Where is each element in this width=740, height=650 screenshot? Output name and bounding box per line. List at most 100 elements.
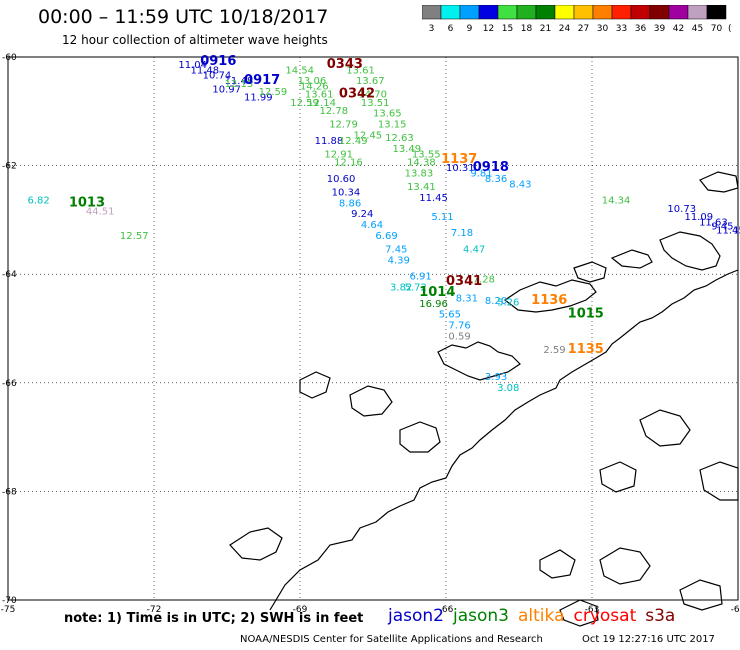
pass-time-label: 1136 bbox=[531, 293, 567, 308]
legend-label-3: 3 bbox=[429, 24, 435, 34]
swh-point-label: 9.45 bbox=[711, 222, 733, 233]
swh-point-label: 14.26 bbox=[300, 82, 329, 93]
swh-point-label: 12.63 bbox=[385, 133, 414, 144]
legend-label-70: 70 bbox=[711, 24, 723, 34]
swh-point-label: 13.61 bbox=[346, 65, 375, 76]
y-tick-label: -66 bbox=[2, 379, 17, 389]
swh-point-label: 12.91 bbox=[324, 149, 353, 160]
swh-point-label: 6.82 bbox=[27, 196, 49, 207]
legend-label-27: 27 bbox=[578, 24, 589, 34]
swh-point-label: 12.45 bbox=[354, 130, 383, 141]
swh-point-label: 8.43 bbox=[509, 179, 531, 190]
swh-point-label: 10.60 bbox=[327, 174, 356, 185]
legend-label-33: 33 bbox=[616, 24, 627, 34]
swh-point-label: 11.45 bbox=[716, 225, 740, 236]
swh-point-label: 13.06 bbox=[298, 76, 327, 87]
coastline bbox=[229, 171, 739, 627]
swh-point-label: 13.41 bbox=[407, 182, 436, 193]
swh-point-label: 5.65 bbox=[439, 310, 461, 321]
swh-point-label: 4.39 bbox=[388, 255, 410, 266]
swh-point-label: 13.49 bbox=[392, 144, 421, 155]
pass-time-label: 0917 bbox=[244, 73, 280, 88]
x-tick-label: -63 bbox=[585, 605, 600, 615]
x-tick-label: -60 bbox=[731, 605, 740, 615]
swh-point-label: 11.48 bbox=[225, 76, 254, 87]
swh-point-label: 12.59 bbox=[290, 98, 319, 109]
swh-point-label: 8.86 bbox=[339, 198, 361, 209]
swh-point-label: 11.18 bbox=[733, 225, 740, 236]
pass-time-label: 1013 bbox=[69, 195, 105, 210]
swh-point-label: 13.51 bbox=[361, 98, 390, 109]
y-tick-label: -62 bbox=[2, 162, 17, 172]
swh-point-label: 2.59 bbox=[543, 345, 565, 356]
swh-labels: 11.0411.4810.7411.4810.9711.9912.1512.59… bbox=[27, 54, 740, 394]
swh-point-label: 3.93 bbox=[485, 372, 507, 383]
x-tick-label: -72 bbox=[147, 605, 162, 615]
legend-label-30: 30 bbox=[597, 24, 609, 34]
pass-time-label: 0343 bbox=[327, 57, 363, 72]
swh-point-label: 11.63 bbox=[699, 217, 728, 228]
swh-point-label: 9.24 bbox=[351, 209, 373, 220]
swh-point-label: 11.99 bbox=[244, 92, 273, 103]
swh-point-label: 7.18 bbox=[451, 228, 473, 239]
legend-swatch-70 bbox=[706, 5, 727, 20]
chart-subtitle: 12 hour collection of altimeter wave hei… bbox=[62, 33, 328, 47]
legend-label-15: 15 bbox=[502, 24, 513, 34]
generated-timestamp: Oct 19 12:27:16 UTC 2017 bbox=[582, 634, 715, 645]
swh-point-label: 11.04 bbox=[178, 60, 207, 71]
swh-point-label: 12.79 bbox=[329, 120, 358, 131]
swh-point-label: 5.11 bbox=[431, 212, 453, 223]
pass-time-label: 0342 bbox=[339, 87, 375, 102]
axis-tick-labels: -75 -72 -69 -66 -63 -60 -60 -62 -64 -66 -68 -70 bbox=[1, 53, 740, 615]
swh-point-label: 13.65 bbox=[373, 109, 402, 120]
swh-point-label: 12.57 bbox=[120, 231, 149, 242]
swh-point-label: 11.09 bbox=[684, 212, 713, 223]
satellite-legend: jason2 jason3 altika cryosat s3a bbox=[388, 606, 684, 626]
legend-label-6: 6 bbox=[448, 24, 454, 34]
swh-point-label: 9.81 bbox=[470, 168, 492, 179]
legend-label-42: 42 bbox=[673, 24, 684, 34]
satellite-altika: altika bbox=[518, 606, 565, 626]
swh-point-label: 44.51 bbox=[86, 206, 115, 217]
pass-time-label: 1014 bbox=[419, 285, 455, 300]
swh-point-label: 14.54 bbox=[285, 65, 314, 76]
swh-point-label: 12.16 bbox=[334, 158, 363, 169]
swh-point-label: 0.59 bbox=[448, 331, 470, 342]
pass-time-label: 0918 bbox=[473, 160, 509, 175]
swh-point-label: 4.47 bbox=[463, 244, 485, 255]
swh-point-label: 13.55 bbox=[412, 149, 441, 160]
y-tick-label: -64 bbox=[2, 270, 17, 280]
swh-point-label: 3.82 bbox=[390, 282, 412, 293]
swh-point-label: 7.76 bbox=[448, 321, 470, 332]
swh-point-label: 5.26 bbox=[497, 298, 519, 309]
legend-label-45: 45 bbox=[692, 24, 703, 34]
swh-point-label: 14.34 bbox=[602, 196, 631, 207]
legend-label-9: 9 bbox=[467, 24, 473, 34]
swh-point-label: 12.78 bbox=[319, 106, 348, 117]
legend-label-18: 18 bbox=[521, 24, 533, 34]
pass-time-label: 1135 bbox=[568, 342, 604, 357]
satellite-cryosat: cryosat bbox=[573, 606, 637, 626]
swh-point-label: 3.08 bbox=[497, 383, 519, 394]
x-tick-label: -69 bbox=[293, 605, 308, 615]
swh-point-label: 10.97 bbox=[212, 84, 241, 95]
swh-point-label: 16.96 bbox=[419, 299, 448, 310]
swh-point-label: 8.31 bbox=[456, 293, 478, 304]
x-tick-label: -75 bbox=[1, 605, 16, 615]
swh-point-label: 11.45 bbox=[419, 193, 448, 204]
y-tick-label: -60 bbox=[2, 53, 17, 63]
pass-time-label: 0916 bbox=[200, 54, 236, 69]
swh-point-label: 13.61 bbox=[305, 90, 334, 101]
swh-point-label: 12.49 bbox=[339, 136, 368, 147]
legend-label-36: 36 bbox=[635, 24, 647, 34]
swh-point-label: 8.20 bbox=[485, 296, 507, 307]
pass-time-label: 0341 bbox=[446, 274, 482, 289]
x-tick-label: -66 bbox=[439, 605, 454, 615]
lat-lon-grid bbox=[7, 56, 739, 601]
swh-point-label: 12.15 bbox=[225, 79, 254, 90]
chart-title: 00:00 – 11:59 UTC 10/18/2017 bbox=[38, 6, 329, 28]
swh-point-label: 6.69 bbox=[375, 231, 397, 242]
swh-point-label: 4.64 bbox=[361, 220, 383, 231]
